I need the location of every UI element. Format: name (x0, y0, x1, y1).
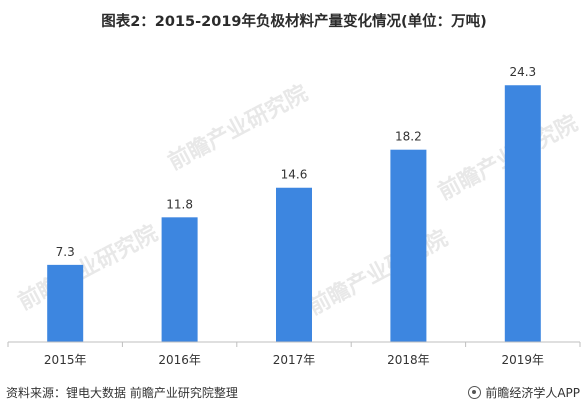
data-label-2016年: 11.8 (166, 197, 193, 211)
data-label-2019年: 24.3 (509, 65, 536, 79)
x-tick-label-2017年: 2017年 (273, 353, 316, 367)
x-tick-label-2019年: 2019年 (502, 353, 545, 367)
bars-layer (47, 85, 541, 342)
x-tick-label-2018年: 2018年 (387, 353, 430, 367)
data-label-2018年: 18.2 (395, 130, 422, 144)
x-axis: 2015年 2016年 2017年 2018年 2019年 (7, 341, 581, 367)
bar-2017年 (276, 187, 312, 342)
brand-logo-icon (468, 386, 482, 399)
source-note: 资料来源：锂电大数据 前瞻产业研究院整理 (6, 386, 238, 400)
data-label-2017年: 14.6 (281, 168, 308, 182)
bar-2018年 (390, 149, 427, 342)
x-tick-label-2015年: 2015年 (44, 353, 87, 367)
bar-2019年 (504, 85, 541, 342)
value-labels-layer: 7.3 11.8 14.6 18.2 24.3 (56, 65, 537, 259)
brand-mark: 前瞻经济学人APP (468, 384, 580, 401)
bar-2015年 (47, 264, 84, 342)
bar-2016年 (161, 217, 198, 342)
chart-title: 图表2：2015-2019年负极材料产量变化情况(单位：万吨) (101, 14, 487, 30)
x-tick-label-2016年: 2016年 (158, 353, 201, 367)
brand-text: 前瞻经济学人APP (485, 386, 580, 400)
data-label-2015年: 7.3 (56, 245, 75, 259)
